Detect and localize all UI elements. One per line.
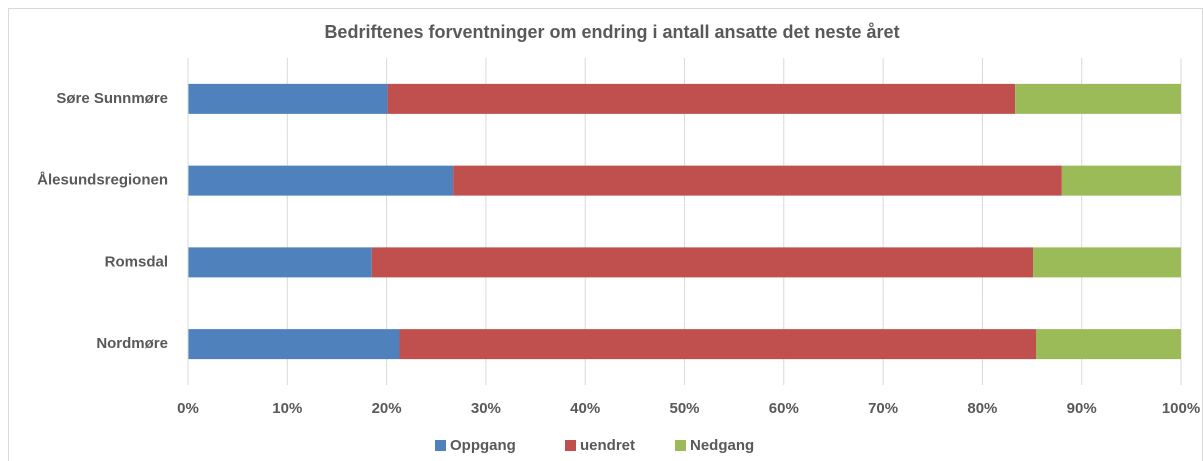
bar-segment	[371, 247, 1034, 278]
y-tick-label: Søre Sunnmøre	[56, 90, 168, 107]
bar-segment	[387, 83, 1016, 114]
legend-label: uendret	[580, 437, 635, 454]
y-tick-label: Romsdal	[105, 253, 168, 270]
bar-segment	[399, 329, 1037, 360]
bar-segment	[1036, 329, 1181, 360]
bar-segment	[1033, 247, 1181, 278]
legend-label: Nedgang	[690, 437, 754, 454]
x-tick-label: 50%	[669, 400, 699, 417]
x-tick-label: 40%	[570, 400, 600, 417]
x-tick-label: 60%	[769, 400, 799, 417]
bar-segment	[1061, 165, 1181, 196]
bar-segment	[188, 329, 400, 360]
y-tick-label: Nordmøre	[96, 335, 168, 352]
bar-segment	[188, 247, 372, 278]
x-tick-label: 100%	[1162, 400, 1200, 417]
bar-segment	[1015, 83, 1181, 114]
bar-segment	[188, 83, 388, 114]
legend-swatch	[435, 440, 446, 451]
x-tick-label: 70%	[868, 400, 898, 417]
x-tick-label: 10%	[272, 400, 302, 417]
x-tick-label: 0%	[177, 400, 199, 417]
legend-swatch	[565, 440, 576, 451]
x-tick-label: 90%	[1067, 400, 1097, 417]
y-tick-label: Ålesundsregionen	[37, 172, 168, 189]
x-tick-label: 30%	[471, 400, 501, 417]
legend-label: Oppgang	[450, 437, 516, 454]
chart-title: Bedriftenes forventninger om endring i a…	[324, 22, 899, 42]
x-tick-label: 80%	[967, 400, 997, 417]
bar-segment	[453, 165, 1062, 196]
x-tick-label: 20%	[372, 400, 402, 417]
bar-segment	[188, 165, 454, 196]
legend-swatch	[675, 440, 686, 451]
